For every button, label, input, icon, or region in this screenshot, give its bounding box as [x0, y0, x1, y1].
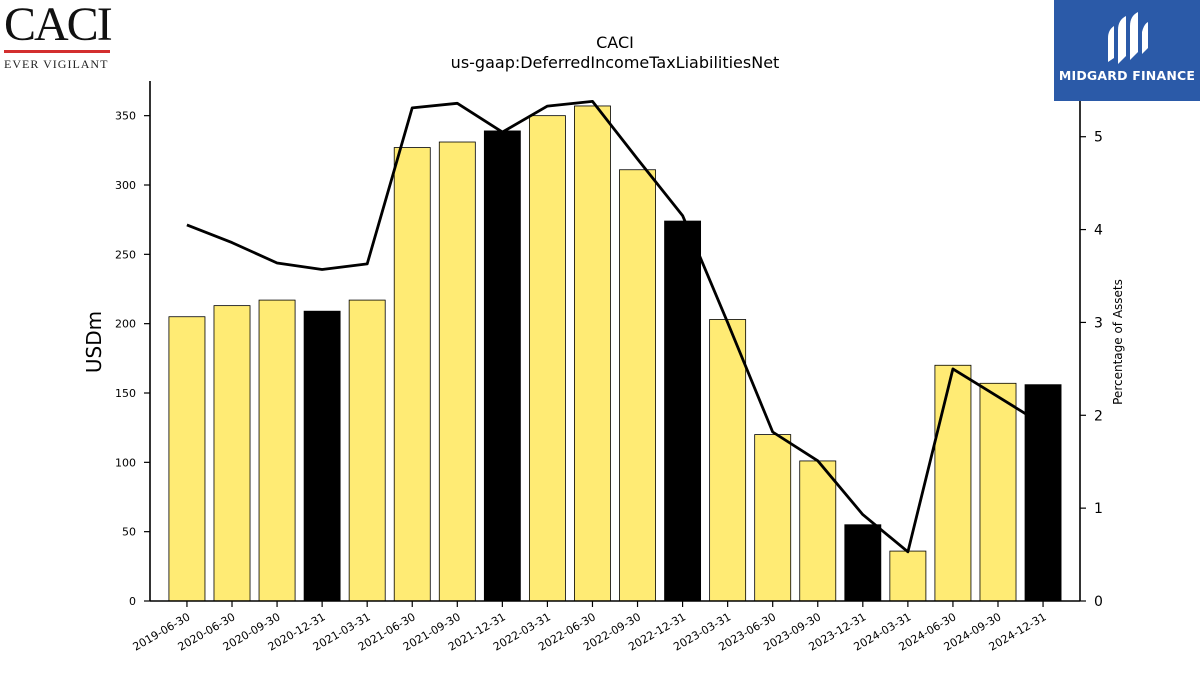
- bar: [168, 316, 206, 602]
- y-axis-label: USDm: [82, 311, 106, 373]
- bar: [754, 434, 792, 602]
- y2-tick-label: 0: [1094, 594, 1103, 610]
- caci-logo: CACI EVER VIGILANT: [4, 0, 114, 71]
- y2-axis-label: Percentage of Assets: [1111, 279, 1125, 405]
- bar: [303, 310, 341, 602]
- y2-tick-label: 3: [1094, 315, 1103, 331]
- y-tick-label: 350: [115, 110, 136, 123]
- midgard-finance-logo: MIDGARD FINANCE: [1054, 0, 1200, 101]
- bar: [574, 105, 611, 602]
- bar: [934, 364, 972, 602]
- y-tick-label: 100: [115, 456, 136, 469]
- axes-group: [149, 81, 1081, 602]
- chart-title: CACI: [596, 33, 634, 52]
- y-tick-label: 300: [115, 179, 136, 192]
- midgard-logo-text: MIDGARD FINANCE: [1058, 68, 1196, 83]
- bar: [438, 141, 476, 602]
- bar: [528, 115, 566, 602]
- bar-group: [168, 105, 1062, 602]
- bar: [889, 550, 927, 602]
- caci-logo-rule: [4, 50, 110, 53]
- y-tick-label: 250: [115, 248, 136, 261]
- y-tick-label: 0: [129, 595, 136, 608]
- y2-tick-label: 4: [1094, 223, 1103, 239]
- chart-subtitle: us-gaap:DeferredIncomeTaxLiabilitiesNet: [451, 53, 780, 72]
- caci-logo-tagline: EVER VIGILANT: [4, 57, 109, 71]
- midgard-emblem-icon: [1108, 12, 1148, 64]
- series-line: [186, 100, 1044, 554]
- y-tick-label: 150: [115, 387, 136, 400]
- y-tick-label: 200: [115, 318, 136, 331]
- line-group: [186, 100, 1044, 554]
- bar: [844, 524, 882, 602]
- bar: [483, 130, 521, 602]
- bar: [348, 299, 386, 602]
- bar: [799, 460, 837, 602]
- bar: [709, 319, 747, 602]
- y2-tick-label: 2: [1094, 408, 1103, 424]
- bar: [213, 305, 251, 602]
- y2-tick-label: 5: [1094, 130, 1103, 146]
- bar: [258, 299, 296, 602]
- bar: [664, 220, 702, 602]
- bar: [1024, 384, 1062, 602]
- y-tick-label: 50: [122, 526, 136, 539]
- caci-logo-text: CACI: [4, 0, 113, 51]
- bar: [619, 169, 656, 602]
- y2-tick-label: 1: [1094, 501, 1103, 517]
- bar: [393, 147, 431, 602]
- bar: [979, 382, 1017, 602]
